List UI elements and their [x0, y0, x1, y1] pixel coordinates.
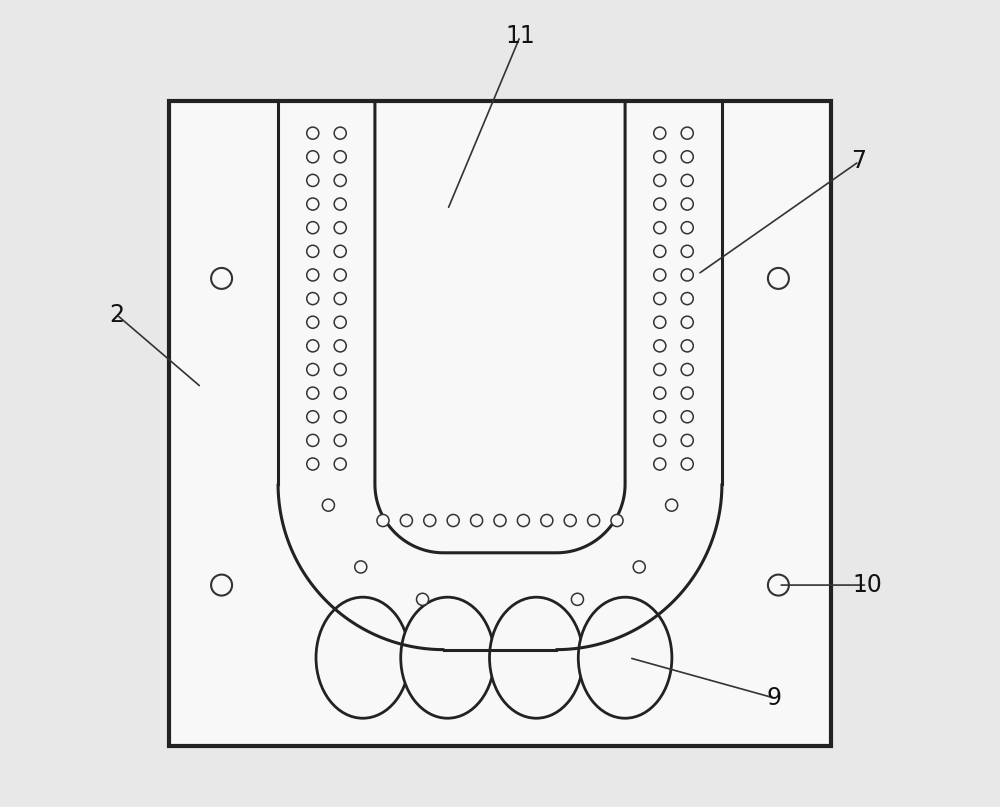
Circle shape: [334, 174, 346, 186]
Circle shape: [424, 515, 436, 526]
Circle shape: [334, 127, 346, 139]
Circle shape: [334, 316, 346, 328]
Circle shape: [307, 198, 319, 210]
Circle shape: [654, 174, 666, 186]
Circle shape: [400, 515, 412, 526]
Circle shape: [571, 593, 583, 605]
Text: 2: 2: [109, 303, 124, 327]
Circle shape: [334, 340, 346, 352]
Circle shape: [322, 499, 334, 511]
Circle shape: [654, 340, 666, 352]
Circle shape: [307, 434, 319, 446]
Circle shape: [307, 293, 319, 304]
Circle shape: [307, 316, 319, 328]
Ellipse shape: [316, 597, 410, 718]
Circle shape: [768, 268, 789, 289]
Circle shape: [654, 198, 666, 210]
Circle shape: [334, 387, 346, 399]
Circle shape: [654, 458, 666, 470]
Circle shape: [334, 222, 346, 234]
Circle shape: [681, 411, 693, 423]
Circle shape: [307, 458, 319, 470]
Ellipse shape: [401, 597, 494, 718]
Circle shape: [666, 499, 678, 511]
Circle shape: [681, 198, 693, 210]
Circle shape: [681, 151, 693, 163]
Ellipse shape: [578, 597, 672, 718]
Circle shape: [355, 561, 367, 573]
Circle shape: [654, 222, 666, 234]
Circle shape: [768, 575, 789, 596]
Circle shape: [334, 245, 346, 257]
Circle shape: [541, 515, 553, 526]
Circle shape: [447, 515, 459, 526]
Circle shape: [307, 363, 319, 375]
Circle shape: [307, 127, 319, 139]
Circle shape: [307, 174, 319, 186]
Circle shape: [654, 411, 666, 423]
Circle shape: [334, 293, 346, 304]
Circle shape: [564, 515, 576, 526]
Circle shape: [307, 245, 319, 257]
Circle shape: [307, 340, 319, 352]
Circle shape: [334, 269, 346, 281]
Circle shape: [307, 411, 319, 423]
Circle shape: [681, 127, 693, 139]
Text: 10: 10: [852, 573, 882, 597]
Circle shape: [334, 363, 346, 375]
Circle shape: [334, 434, 346, 446]
Circle shape: [334, 151, 346, 163]
Circle shape: [334, 198, 346, 210]
Circle shape: [654, 316, 666, 328]
Circle shape: [654, 127, 666, 139]
Text: 7: 7: [852, 149, 867, 174]
Circle shape: [307, 151, 319, 163]
Circle shape: [681, 363, 693, 375]
Bar: [169, 101, 831, 746]
Circle shape: [681, 222, 693, 234]
Circle shape: [307, 387, 319, 399]
Circle shape: [307, 222, 319, 234]
Circle shape: [681, 269, 693, 281]
Text: 11: 11: [505, 24, 535, 48]
Circle shape: [471, 515, 483, 526]
Circle shape: [517, 515, 529, 526]
Circle shape: [654, 293, 666, 304]
Circle shape: [211, 268, 232, 289]
Circle shape: [681, 387, 693, 399]
Circle shape: [377, 515, 389, 526]
Circle shape: [654, 434, 666, 446]
Circle shape: [681, 245, 693, 257]
Circle shape: [654, 269, 666, 281]
Circle shape: [307, 269, 319, 281]
Circle shape: [334, 411, 346, 423]
Circle shape: [681, 174, 693, 186]
Circle shape: [211, 575, 232, 596]
Circle shape: [588, 515, 600, 526]
Circle shape: [334, 458, 346, 470]
Circle shape: [654, 363, 666, 375]
Circle shape: [494, 515, 506, 526]
Circle shape: [654, 245, 666, 257]
Circle shape: [681, 293, 693, 304]
Circle shape: [633, 561, 645, 573]
Circle shape: [417, 593, 429, 605]
Ellipse shape: [490, 597, 583, 718]
Circle shape: [681, 316, 693, 328]
Circle shape: [681, 434, 693, 446]
Text: 9: 9: [767, 686, 782, 710]
Circle shape: [681, 458, 693, 470]
Circle shape: [654, 151, 666, 163]
Circle shape: [611, 515, 623, 526]
Circle shape: [654, 387, 666, 399]
Circle shape: [681, 340, 693, 352]
